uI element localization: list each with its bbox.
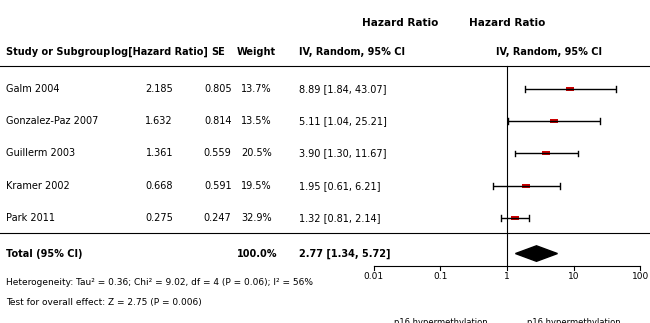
Text: Gonzalez-Paz 2007: Gonzalez-Paz 2007 xyxy=(6,116,99,126)
Text: 2.185: 2.185 xyxy=(146,84,173,94)
Text: 0.1: 0.1 xyxy=(433,272,448,281)
Text: Test for overall effect: Z = 2.75 (P = 0.006): Test for overall effect: Z = 2.75 (P = 0… xyxy=(6,297,202,307)
Text: 0.247: 0.247 xyxy=(204,213,231,223)
Text: 13.7%: 13.7% xyxy=(241,84,272,94)
Text: 32.9%: 32.9% xyxy=(241,213,272,223)
Text: 10: 10 xyxy=(568,272,579,281)
Text: SE: SE xyxy=(211,47,225,57)
Text: p16 hypermethylation
(-): p16 hypermethylation (-) xyxy=(526,318,621,323)
Text: 0.275: 0.275 xyxy=(146,213,173,223)
Text: 8.89 [1.84, 43.07]: 8.89 [1.84, 43.07] xyxy=(299,84,387,94)
Bar xyxy=(543,151,551,155)
Text: Guillerm 2003: Guillerm 2003 xyxy=(6,149,75,158)
Text: Study or Subgroup: Study or Subgroup xyxy=(6,47,110,57)
Text: p16 hypermethylation
(+): p16 hypermethylation (+) xyxy=(393,318,488,323)
Text: 2.77 [1.34, 5.72]: 2.77 [1.34, 5.72] xyxy=(299,248,391,259)
Text: 0.814: 0.814 xyxy=(204,116,231,126)
Bar xyxy=(511,216,519,220)
Text: log[Hazard Ratio]: log[Hazard Ratio] xyxy=(111,47,208,57)
Bar xyxy=(523,184,530,188)
Text: 1.95 [0.61, 6.21]: 1.95 [0.61, 6.21] xyxy=(299,181,380,191)
Text: 0.668: 0.668 xyxy=(146,181,173,191)
Text: Total (95% CI): Total (95% CI) xyxy=(6,249,83,258)
Text: 1.32 [0.81, 2.14]: 1.32 [0.81, 2.14] xyxy=(299,213,380,223)
Text: 0.805: 0.805 xyxy=(204,84,231,94)
Text: IV, Random, 95% CI: IV, Random, 95% CI xyxy=(496,47,603,57)
Text: Weight: Weight xyxy=(237,47,276,57)
Text: Kramer 2002: Kramer 2002 xyxy=(6,181,70,191)
Text: 5.11 [1.04, 25.21]: 5.11 [1.04, 25.21] xyxy=(299,116,387,126)
Text: 1.361: 1.361 xyxy=(146,149,173,158)
Text: 100: 100 xyxy=(632,272,649,281)
Text: 13.5%: 13.5% xyxy=(241,116,272,126)
Text: 1.632: 1.632 xyxy=(146,116,173,126)
Polygon shape xyxy=(515,246,558,261)
Text: 3.90 [1.30, 11.67]: 3.90 [1.30, 11.67] xyxy=(299,149,387,158)
Text: 0.01: 0.01 xyxy=(364,272,384,281)
Text: Park 2011: Park 2011 xyxy=(6,213,55,223)
Text: Heterogeneity: Tau² = 0.36; Chi² = 9.02, df = 4 (P = 0.06); I² = 56%: Heterogeneity: Tau² = 0.36; Chi² = 9.02,… xyxy=(6,278,313,287)
Text: 0.591: 0.591 xyxy=(204,181,231,191)
Text: Galm 2004: Galm 2004 xyxy=(6,84,60,94)
Bar xyxy=(551,119,558,123)
Bar xyxy=(566,87,574,91)
Text: 0.559: 0.559 xyxy=(204,149,231,158)
Text: Hazard Ratio: Hazard Ratio xyxy=(469,18,545,27)
Text: 1: 1 xyxy=(504,272,510,281)
Text: IV, Random, 95% CI: IV, Random, 95% CI xyxy=(299,47,405,57)
Text: 19.5%: 19.5% xyxy=(241,181,272,191)
Text: Hazard Ratio: Hazard Ratio xyxy=(361,18,438,27)
Text: 100.0%: 100.0% xyxy=(237,249,277,258)
Text: 20.5%: 20.5% xyxy=(241,149,272,158)
